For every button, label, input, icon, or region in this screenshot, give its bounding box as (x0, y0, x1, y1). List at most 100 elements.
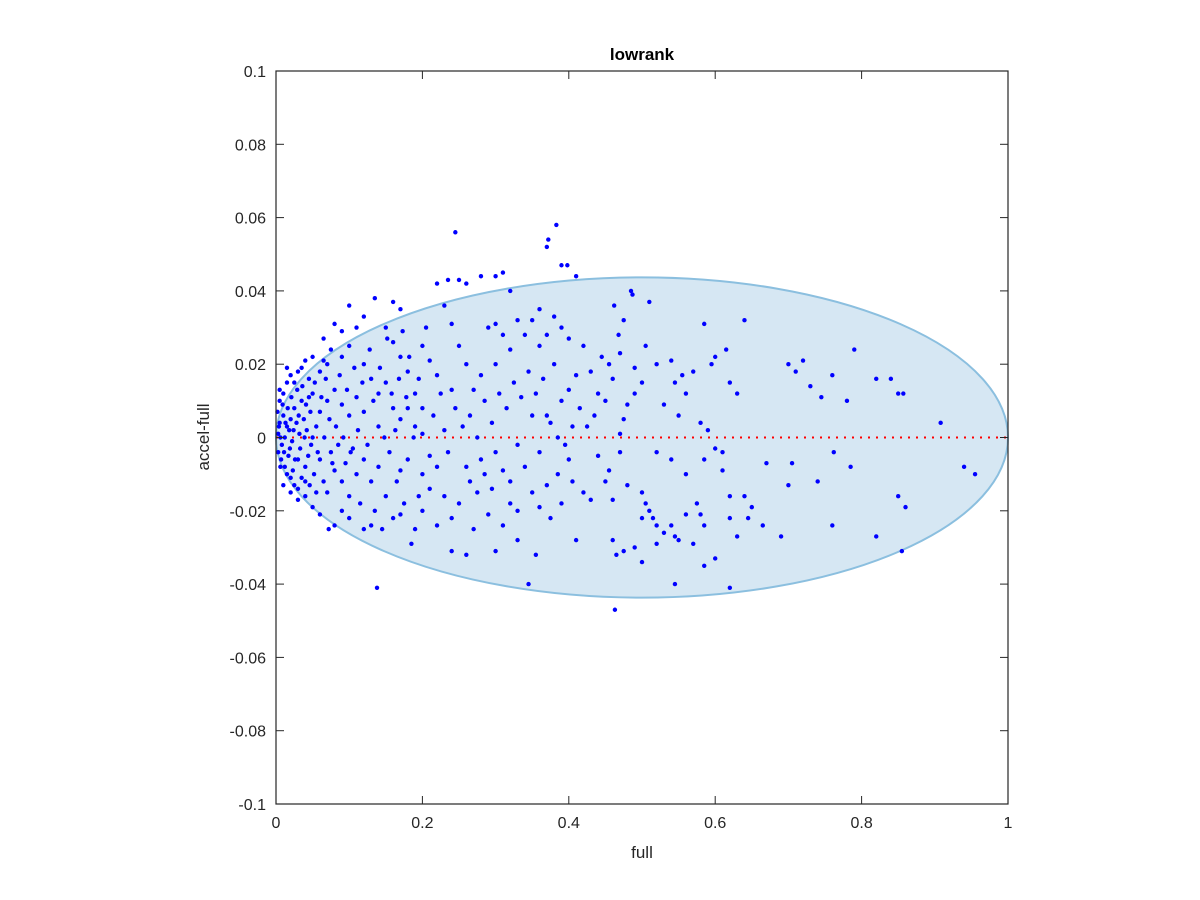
data-point (493, 548, 498, 554)
data-point (360, 380, 365, 385)
data-point (308, 409, 313, 415)
data-point (297, 446, 303, 451)
data-point (372, 508, 378, 513)
data-point (295, 486, 301, 492)
data-point (303, 358, 308, 363)
data-point (390, 299, 396, 305)
data-point (412, 526, 418, 532)
data-point (278, 457, 284, 462)
data-point (398, 468, 403, 473)
data-point (723, 347, 729, 352)
data-point (361, 457, 367, 462)
data-point (508, 347, 513, 352)
data-point (749, 504, 754, 510)
data-point (449, 387, 454, 393)
data-point (282, 435, 287, 440)
data-point (294, 420, 299, 426)
data-point (508, 501, 513, 506)
data-point (434, 281, 440, 286)
data-point (383, 325, 388, 330)
data-point (612, 607, 618, 612)
data-point (354, 471, 359, 477)
data-point (573, 537, 579, 543)
data-point (559, 263, 564, 268)
data-point (365, 442, 370, 448)
data-point (625, 402, 630, 407)
data-point (332, 523, 337, 528)
data-point (639, 559, 645, 565)
data-point (372, 296, 378, 301)
data-point (286, 453, 291, 459)
data-point (628, 288, 634, 294)
data-point (420, 431, 425, 437)
data-point (275, 431, 281, 437)
data-point (669, 523, 674, 528)
data-point (325, 362, 330, 367)
data-point (617, 431, 623, 437)
data-point (669, 457, 674, 462)
data-point (460, 424, 465, 429)
data-point (277, 387, 282, 393)
data-point (555, 435, 561, 440)
data-point (650, 515, 656, 521)
data-point (412, 391, 418, 396)
data-point (565, 263, 570, 268)
data-point (497, 391, 502, 396)
data-point (647, 508, 652, 513)
data-point (288, 372, 293, 378)
data-point (438, 391, 443, 396)
data-point (464, 552, 469, 557)
data-point (713, 446, 718, 451)
data-point (672, 534, 678, 539)
y-tick-label: -0.08 (230, 724, 267, 741)
y-tick-label: -0.1 (238, 797, 266, 814)
data-point (396, 376, 402, 382)
data-point (515, 318, 520, 323)
data-point (361, 362, 367, 367)
data-point (317, 409, 323, 415)
data-point (281, 449, 287, 455)
data-point (540, 376, 546, 382)
data-point (643, 343, 648, 349)
data-point (352, 365, 357, 371)
data-point (453, 405, 458, 411)
data-point (420, 405, 425, 411)
data-point (742, 493, 747, 499)
data-point (347, 413, 352, 418)
data-point (486, 325, 491, 330)
data-point (610, 376, 615, 382)
data-point (297, 431, 302, 437)
data-point (289, 438, 295, 444)
data-point (888, 376, 894, 382)
data-point (332, 321, 337, 327)
data-point (471, 526, 476, 532)
data-point (355, 427, 361, 433)
data-point (486, 512, 491, 517)
data-point (301, 416, 307, 422)
data-point (303, 402, 309, 407)
data-point (407, 354, 412, 360)
data-point (361, 409, 367, 415)
data-point (409, 541, 414, 546)
data-point (901, 391, 906, 396)
data-point (377, 365, 383, 371)
data-point (551, 314, 557, 319)
data-point (288, 490, 293, 495)
data-point (371, 398, 376, 404)
data-point (603, 398, 608, 404)
data-point (727, 380, 733, 385)
data-point (482, 398, 487, 404)
data-point (390, 515, 396, 521)
data-point (554, 222, 559, 228)
data-point (577, 405, 582, 411)
data-point (278, 464, 283, 470)
y-tick-label: 0 (257, 431, 266, 448)
data-point (291, 427, 296, 433)
data-point (445, 449, 451, 455)
data-point (398, 307, 403, 312)
data-point (709, 362, 714, 367)
data-point (471, 387, 476, 393)
data-point (336, 442, 341, 448)
data-point (347, 303, 352, 308)
data-point (344, 387, 350, 393)
